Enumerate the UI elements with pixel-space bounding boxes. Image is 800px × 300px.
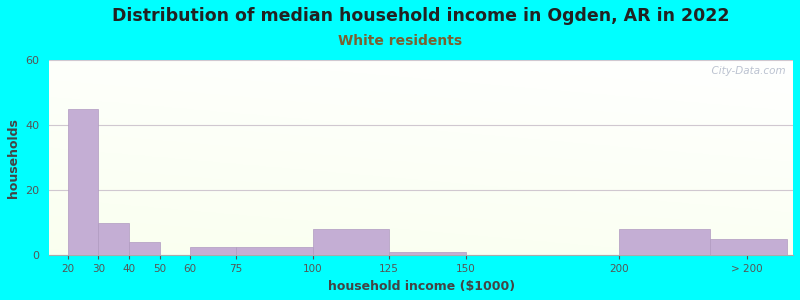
Bar xyxy=(236,247,313,256)
Bar xyxy=(68,109,98,256)
Bar xyxy=(389,252,466,256)
Bar xyxy=(313,230,389,256)
Bar xyxy=(618,230,710,256)
Bar xyxy=(129,242,159,256)
Bar xyxy=(98,223,129,256)
Y-axis label: households: households xyxy=(7,118,20,198)
Text: City-Data.com: City-Data.com xyxy=(705,66,786,76)
Title: Distribution of median household income in Ogden, AR in 2022: Distribution of median household income … xyxy=(113,7,730,25)
X-axis label: household income ($1000): household income ($1000) xyxy=(328,280,514,293)
Text: White residents: White residents xyxy=(338,34,462,48)
Bar xyxy=(190,247,236,256)
Bar xyxy=(710,239,787,256)
